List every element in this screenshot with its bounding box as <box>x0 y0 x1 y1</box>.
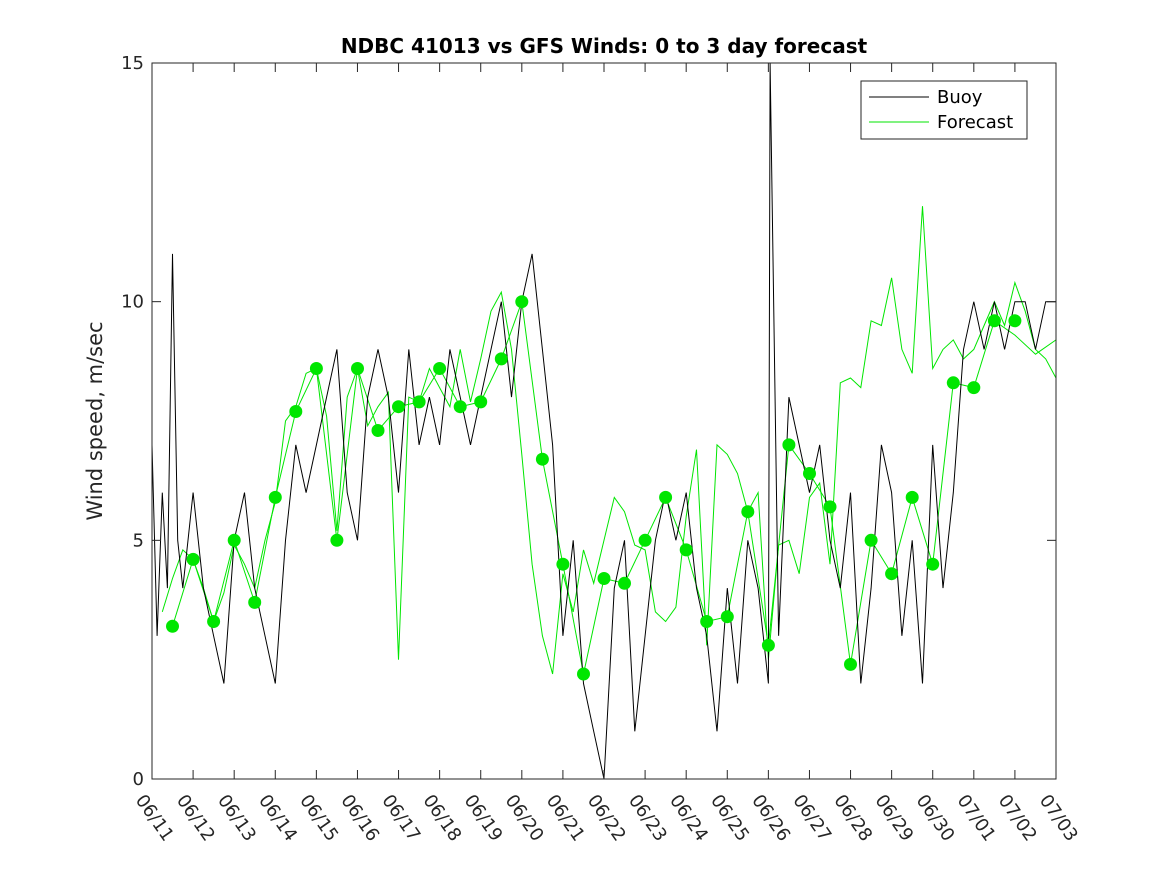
forecast-point <box>330 533 344 547</box>
forecast-point <box>371 424 385 437</box>
forecast-point <box>864 533 878 547</box>
x-tick-label: 06/24 <box>665 791 712 846</box>
forecast-point <box>227 533 241 547</box>
forecast-point <box>515 295 529 309</box>
forecast-point <box>782 438 796 452</box>
x-tick-label: 06/13 <box>213 791 260 846</box>
forecast-series-line-2 <box>172 301 1057 675</box>
forecast-point <box>248 595 262 609</box>
forecast-point <box>207 615 221 628</box>
forecast-point <box>885 567 899 581</box>
forecast-point <box>289 405 303 418</box>
forecast-point <box>823 500 837 514</box>
chart-title: NDBC 41013 vs GFS Winds: 0 to 3 day fore… <box>341 34 868 58</box>
forecast-point <box>987 314 1001 328</box>
y-axis: 0 5 10 15 <box>121 53 1056 790</box>
forecast-point <box>309 362 323 375</box>
forecast-point <box>679 543 693 557</box>
y-tick-label: 0 <box>133 769 144 790</box>
x-tick-label: 06/19 <box>460 791 507 846</box>
legend-box <box>860 80 1028 140</box>
x-tick-label: 06/16 <box>336 791 383 846</box>
forecast-point <box>186 552 200 566</box>
x-tick-label: 06/14 <box>254 791 301 846</box>
legend: Buoy Forecast <box>860 80 1028 140</box>
forecast-point <box>700 615 714 628</box>
x-tick-label: 06/30 <box>912 791 959 846</box>
plot-area <box>151 62 1057 780</box>
forecast-point <box>803 467 816 480</box>
x-tick-label: 06/26 <box>747 791 794 846</box>
forecast-point <box>1008 314 1022 328</box>
x-tick-label: 07/02 <box>994 791 1041 846</box>
forecast-point <box>351 362 364 375</box>
x-tick-label: 06/11 <box>131 791 178 846</box>
x-tick-label: 06/23 <box>624 791 671 846</box>
x-tick-label: 06/18 <box>419 791 466 846</box>
x-tick-label: 06/20 <box>501 791 548 846</box>
forecast-point <box>926 557 940 571</box>
forecast-point <box>597 572 611 585</box>
x-tick-label: 07/01 <box>953 791 1000 846</box>
forecast-point <box>412 395 426 409</box>
marker-layer <box>166 295 1022 681</box>
forecast-point <box>659 490 673 504</box>
forecast-point <box>392 400 405 414</box>
x-tick-label: 06/25 <box>706 791 753 846</box>
x-tick-label: 06/22 <box>583 791 630 846</box>
forecast-point <box>556 557 570 571</box>
forecast-point <box>268 490 282 504</box>
x-tick-label: 06/17 <box>377 791 424 846</box>
x-tick-label: 06/27 <box>788 791 835 846</box>
forecast-point <box>535 452 549 466</box>
forecast-point <box>166 619 179 633</box>
forecast-point <box>946 376 960 390</box>
x-tick-label: 06/15 <box>295 791 342 846</box>
plot-background <box>152 63 1056 779</box>
forecast-point <box>741 505 755 519</box>
forecast-point <box>761 638 775 652</box>
x-tick-label: 06/29 <box>871 791 918 846</box>
forecast-point <box>453 400 467 414</box>
legend-forecast-label: Forecast <box>937 112 1013 133</box>
y-axis-label: Wind speed, m/sec <box>83 321 107 520</box>
forecast-point <box>618 576 631 590</box>
forecast-point <box>494 352 508 366</box>
x-tick-label: 07/03 <box>1035 791 1082 846</box>
forecast-point <box>638 533 652 547</box>
y-tick-label: 5 <box>133 530 144 551</box>
forecast-point <box>844 657 857 671</box>
x-tick-label: 06/21 <box>542 791 589 846</box>
x-tick-label: 06/28 <box>829 791 876 846</box>
forecast-point <box>967 381 981 395</box>
forecast-point <box>905 490 919 504</box>
legend-buoy-label: Buoy <box>937 87 983 108</box>
y-tick-label: 10 <box>121 292 144 313</box>
forecast-point <box>474 395 488 409</box>
forecast-point <box>720 610 734 624</box>
forecast-point <box>433 362 447 375</box>
x-tick-label: 06/12 <box>172 791 219 846</box>
forecast-point <box>577 667 590 681</box>
y-tick-label: 15 <box>121 53 144 74</box>
buoy-series-line <box>151 62 1056 780</box>
